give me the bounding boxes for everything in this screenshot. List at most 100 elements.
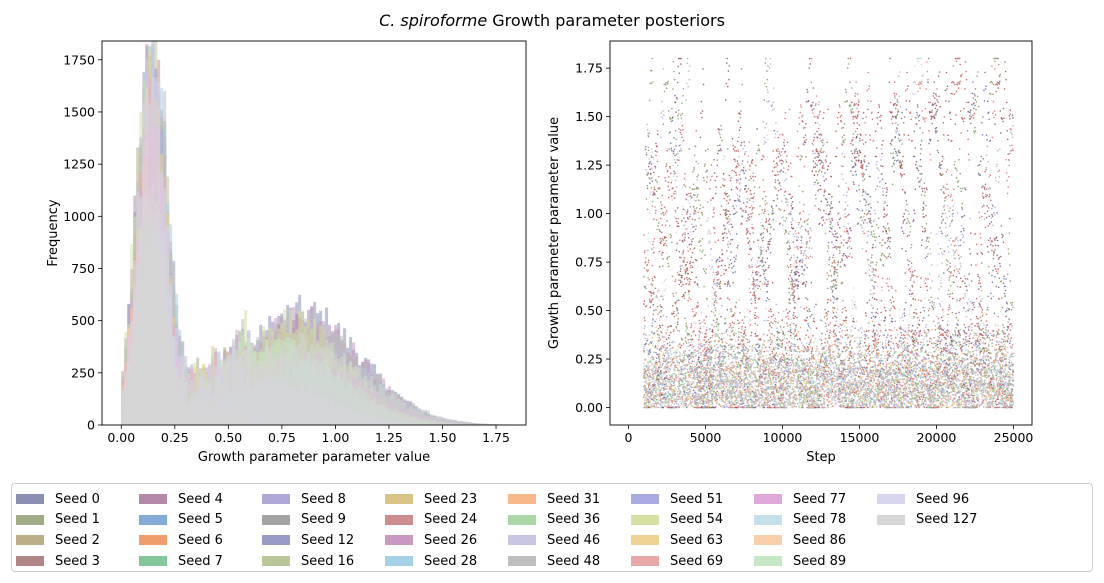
x-tick-label: 0.75: [268, 430, 296, 445]
legend-item: Seed 4: [139, 489, 262, 510]
y-tick-label: 1.00: [575, 206, 603, 221]
legend-swatch: [139, 535, 167, 546]
x-tick-label: 0.00: [107, 430, 135, 445]
legend-swatch: [139, 494, 167, 505]
legend-item: Seed 54: [631, 510, 754, 531]
legend-item: Seed 3: [16, 551, 139, 572]
legend-label: Seed 63: [670, 532, 724, 548]
y-axis-label: Growth parameter parameter value: [547, 117, 562, 349]
legend-label: Seed 28: [424, 553, 478, 569]
legend-swatch: [16, 556, 44, 567]
legend-swatch: [508, 494, 536, 505]
legend-swatch: [385, 494, 413, 505]
y-tick-label: 0.25: [575, 352, 603, 367]
legend-item: Seed 77: [754, 489, 877, 510]
y-tick-label: 750: [71, 261, 95, 276]
legend-item: Seed 8: [262, 489, 385, 510]
x-tick-label: 20000: [917, 430, 957, 445]
legend-item: Seed 16: [262, 551, 385, 572]
legend-swatch: [16, 494, 44, 505]
trace-base-seed-18: [644, 345, 1015, 409]
legend-item: Seed 48: [508, 551, 631, 572]
legend-swatch: [754, 535, 782, 546]
y-tick-label: 1250: [63, 157, 95, 172]
legend-swatch: [385, 535, 413, 546]
trace-panel: 0 5000 10000 15000 20000 25000 0.00 0.25 0.50 0.7…: [547, 40, 1033, 465]
figure-title-rest: Growth parameter posteriors: [487, 11, 725, 30]
legend-item: Seed 12: [262, 530, 385, 551]
y-tick-label: 1000: [63, 209, 95, 224]
legend-label: Seed 16: [301, 553, 355, 569]
y-axis-label: Frequency: [46, 199, 61, 266]
figure-canvas: C. spiroforme Growth parameter posterior…: [46, 11, 1033, 465]
legend-swatch: [754, 514, 782, 525]
legend-item: Seed 26: [385, 530, 508, 551]
legend-swatch: [877, 494, 905, 505]
x-axis-label: Growth parameter parameter value: [198, 450, 430, 465]
legend-swatch: [262, 556, 290, 567]
legend-swatch: [508, 556, 536, 567]
legend-label: Seed 24: [424, 512, 478, 528]
legend-swatch: [16, 514, 44, 525]
legend-item: Seed 46: [508, 530, 631, 551]
legend-label: Seed 3: [55, 553, 100, 569]
trace-base-seed-29: [643, 330, 1012, 409]
x-axis-label: Step: [806, 450, 836, 465]
plot-frame: [101, 40, 527, 426]
x-tick-label: 15000: [840, 430, 880, 445]
histogram-series-seed-29: [121, 179, 509, 425]
legend-item: Seed 78: [754, 510, 877, 531]
legend-label: Seed 8: [301, 491, 346, 507]
legend-item: Seed 31: [508, 489, 631, 510]
legend-item: Seed 86: [754, 530, 877, 551]
trace-series-1: [643, 57, 1014, 409]
legend-item: Seed 63: [631, 530, 754, 551]
legend-item: Seed 2: [16, 530, 139, 551]
legend-item: Seed 7: [139, 551, 262, 572]
y-tick-label: 1.50: [575, 109, 603, 124]
x-tick-label: 0.25: [161, 430, 189, 445]
legend-label: Seed 96: [916, 491, 970, 507]
legend-item: Seed 28: [385, 551, 508, 572]
legend-swatch: [631, 494, 659, 505]
trace-series-12: [643, 248, 1014, 409]
y-tick-label: 1.25: [575, 158, 603, 173]
trace-base-seed-28: [645, 338, 1007, 408]
legend-label: Seed 9: [301, 512, 346, 528]
legend-item: Seed 24: [385, 510, 508, 531]
legend-swatch: [385, 514, 413, 525]
legend-label: Seed 2: [55, 532, 100, 548]
y-tick-label: 500: [71, 313, 95, 328]
legend-label: Seed 0: [55, 491, 100, 507]
legend-label: Seed 1: [55, 512, 100, 528]
legend-swatch: [754, 556, 782, 567]
legend-swatch: [262, 514, 290, 525]
legend-item: Seed 96: [877, 489, 1000, 510]
legend-swatch: [631, 556, 659, 567]
legend-label: Seed 6: [178, 532, 223, 548]
x-tick-label: 1.00: [321, 430, 349, 445]
histogram-bars: [121, 41, 509, 426]
legend-label: Seed 46: [547, 532, 601, 548]
legend-swatch: [139, 514, 167, 525]
legend-item: Seed 36: [508, 510, 631, 531]
y-tick-label: 250: [71, 365, 95, 380]
legend-label: Seed 51: [670, 491, 724, 507]
legend-item: Seed 89: [754, 551, 877, 572]
legend-item: Seed 127: [877, 510, 1000, 531]
legend-swatch: [631, 514, 659, 525]
legend-label: Seed 4: [178, 491, 223, 507]
legend-label: Seed 89: [793, 553, 847, 569]
trace-points: [643, 57, 1015, 409]
figure-title: C. spiroforme Growth parameter posterior…: [379, 11, 725, 30]
legend-label: Seed 26: [424, 532, 478, 548]
y-tick-label: 1500: [63, 104, 95, 119]
legend-item: Seed 0: [16, 489, 139, 510]
legend-label: Seed 86: [793, 532, 847, 548]
histogram-panel: 0.00 0.25 0.50 0.75 1.00 1.25 1.50 1.75 0 250 500 7…: [46, 40, 527, 465]
x-tick-label: 10000: [763, 430, 803, 445]
x-tick-label: 0.50: [214, 430, 242, 445]
x-tick-label: 0: [625, 430, 633, 445]
plot-frame: [609, 40, 1033, 426]
